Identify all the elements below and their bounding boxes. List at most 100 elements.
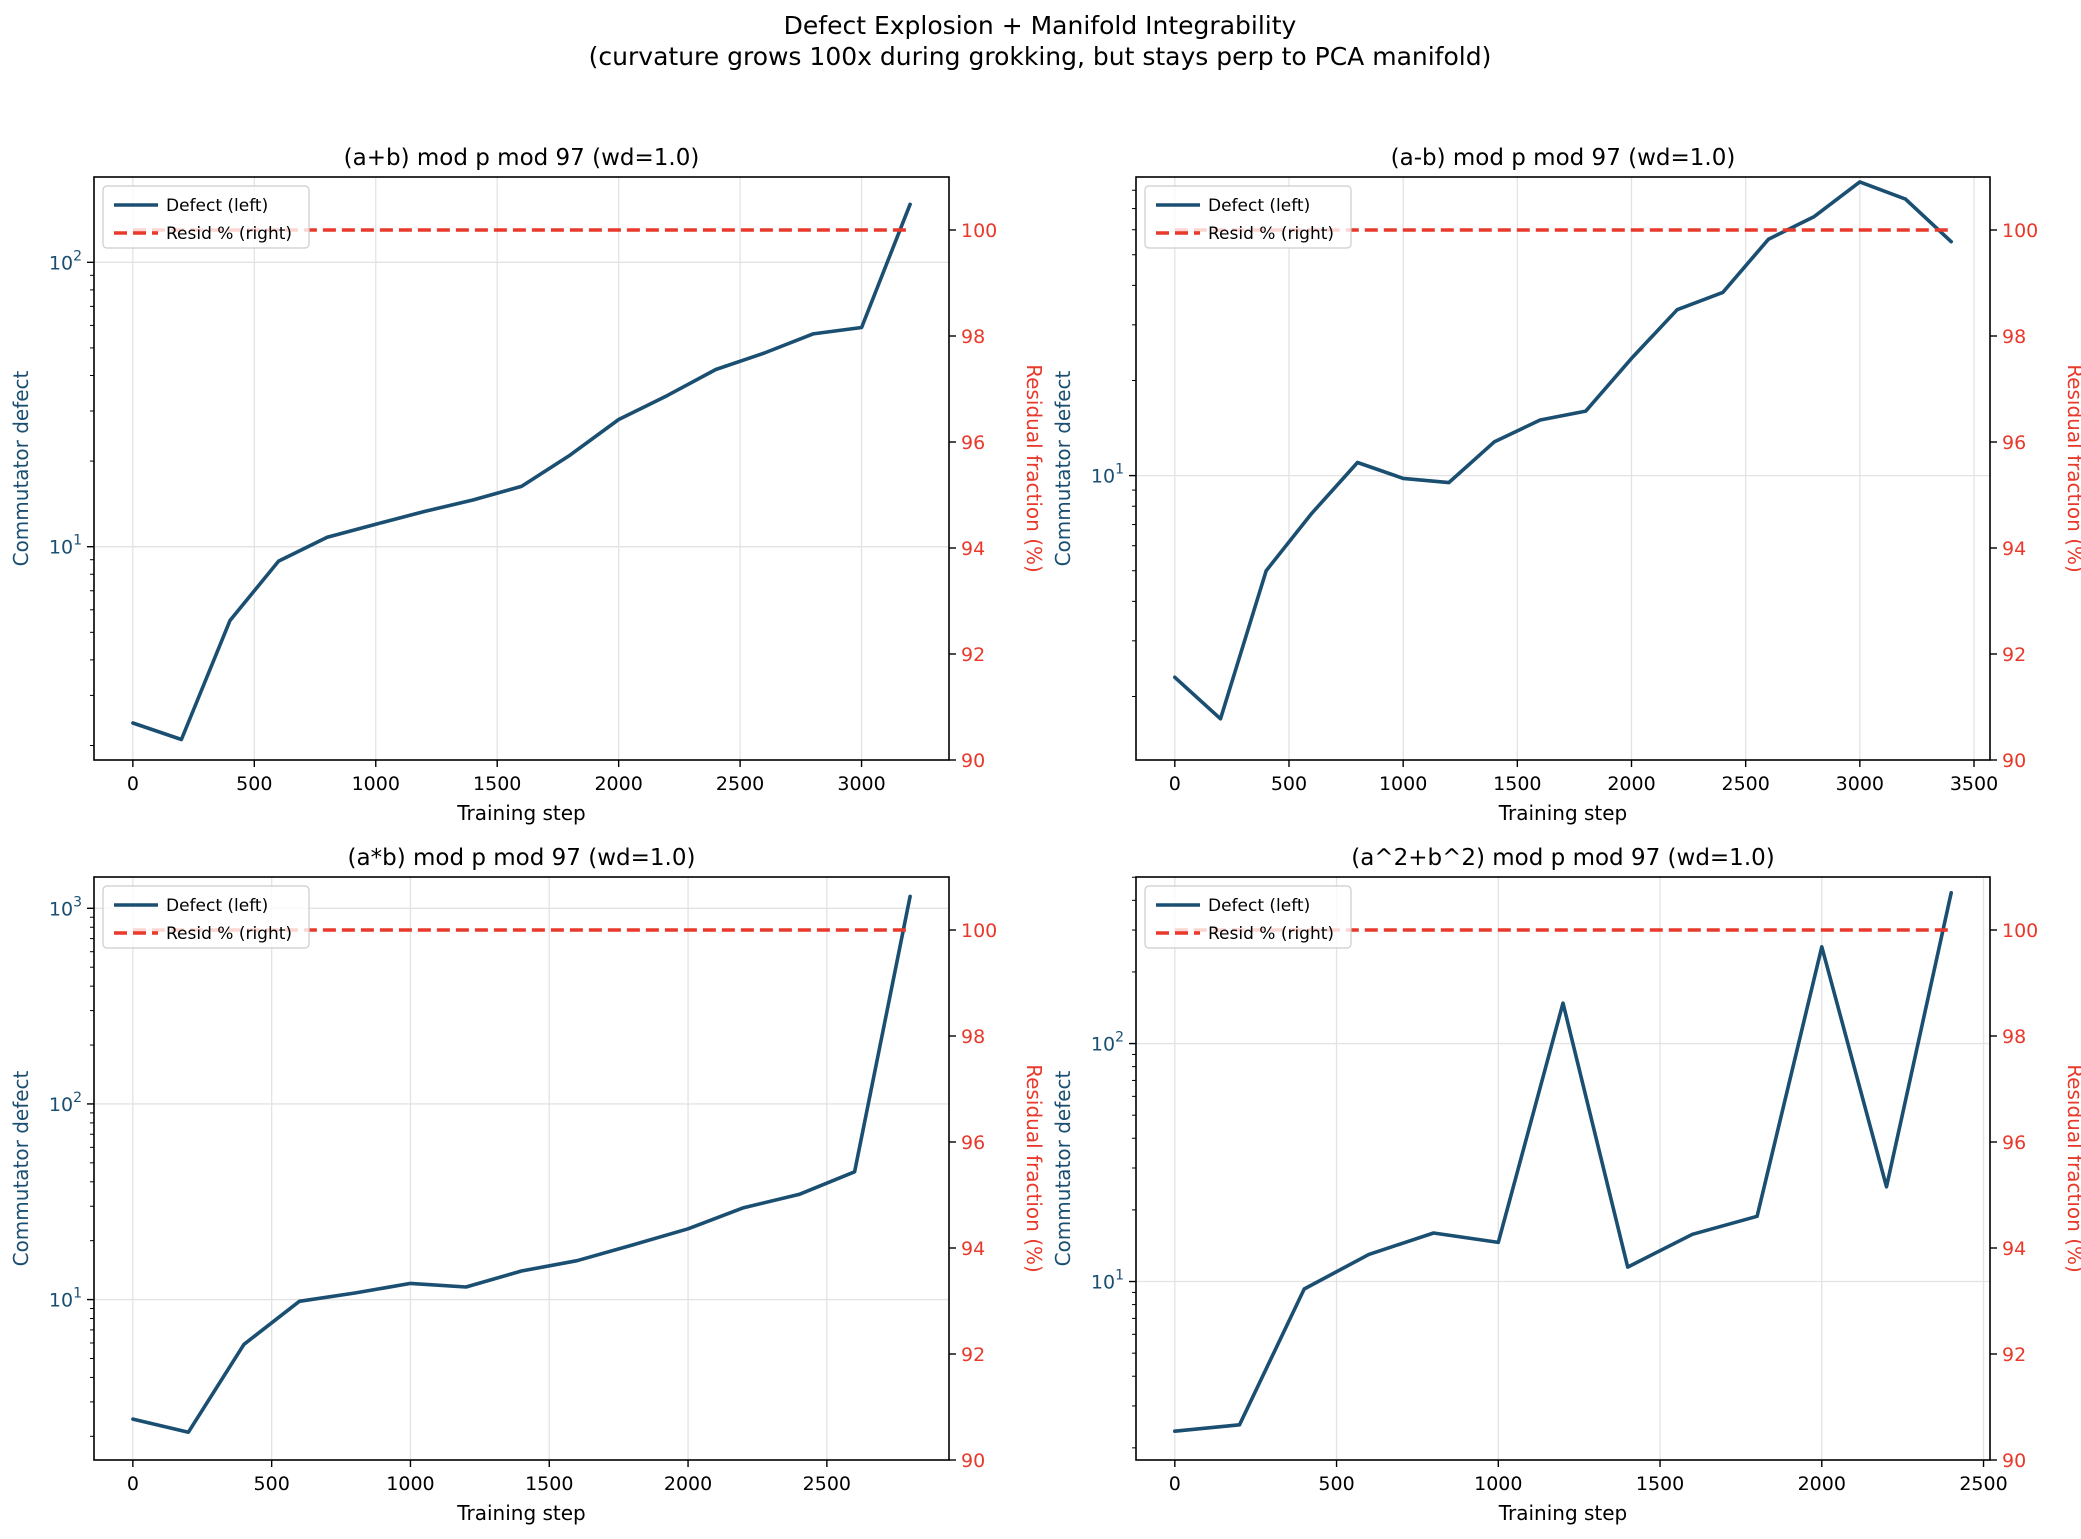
y-right-tick-label: 96 [961, 1132, 985, 1154]
x-axis-label: Training step [456, 1501, 586, 1525]
y-left-tick-label: 101 [49, 1286, 82, 1312]
y-left-tick-exponent: 3 [73, 894, 82, 910]
legend: Defect (left) Resid % (right) [1144, 185, 1352, 249]
x-tick-label: 2000 [1798, 1473, 1846, 1495]
y-right-tick-label: 98 [2002, 1026, 2026, 1048]
x-tick-label: 3500 [1950, 773, 1998, 795]
y-right-axis-label: Residual fraction (%) [1022, 364, 1046, 573]
x-tick-label: 2000 [664, 1473, 712, 1495]
x-tick-label: 500 [1271, 773, 1307, 795]
x-tick-label: 3000 [837, 773, 885, 795]
y-left-tick-base: 10 [49, 537, 73, 559]
x-tick-label: 2500 [1721, 773, 1769, 795]
y-left-tick-label: 103 [49, 894, 82, 920]
legend: Defect (left) Resid % (right) [102, 185, 310, 249]
y-right-tick-label: 94 [961, 1238, 985, 1260]
legend-defect-label: Defect (left) [1208, 196, 1310, 216]
y-right-tick-label: 92 [2002, 1344, 2026, 1366]
y-left-axis-label: Commutator defect [1051, 1070, 1075, 1266]
y-left-axis-label: Commutator defect [9, 370, 33, 566]
y-left-tick-exponent: 2 [1115, 1030, 1124, 1046]
x-axis-label: Training step [1498, 801, 1628, 825]
legend-resid-label: Resid % (right) [1208, 924, 1334, 944]
x-tick-label: 1000 [386, 1473, 434, 1495]
y-left-tick-label: 101 [1091, 462, 1124, 488]
y-left-tick-base: 10 [49, 252, 73, 274]
y-left-tick-base: 10 [1091, 1034, 1115, 1056]
y-right-tick-label: 100 [2002, 220, 2038, 242]
y-right-tick-label: 100 [2002, 920, 2038, 942]
y-right-axis-label: Residual fraction (%) [2063, 1064, 2081, 1273]
x-tick-label: 0 [127, 1473, 139, 1495]
chart-panel-1: 0 500 1000 1500 2000 2500 30001011029092949698… [9, 145, 1046, 825]
y-right-tick-label: 96 [961, 432, 985, 454]
plot-frame [93, 876, 950, 1461]
legend: Defect (left) Resid % (right) [102, 885, 310, 949]
legend-resid-label: Resid % (right) [166, 224, 292, 244]
y-left-axis-label: Commutator defect [9, 1070, 33, 1266]
x-tick-label: 2500 [803, 1473, 851, 1495]
chart-title: (a^2+b^2) mod p mod 97 (wd=1.0) [1351, 845, 1775, 871]
y-left-tick-label: 102 [49, 248, 82, 274]
legend-defect-label: Defect (left) [1208, 896, 1310, 916]
x-axis-label: Training step [456, 801, 586, 825]
y-right-tick-label: 90 [2002, 750, 2026, 772]
y-right-tick-label: 90 [961, 750, 985, 772]
figure-title-line1: Defect Explosion + Manifold Integrabilit… [784, 11, 1297, 40]
chart-panel-3: 0 500 1000 1500 2000 250010110210390929496981… [9, 845, 1046, 1525]
y-right-axis-label: Residual fraction (%) [2063, 364, 2081, 573]
y-right-tick-label: 94 [2002, 1238, 2026, 1260]
y-right-tick-label: 92 [2002, 644, 2026, 666]
y-right-tick-label: 100 [961, 220, 997, 242]
x-tick-label: 3000 [1836, 773, 1884, 795]
x-tick-label: 1000 [352, 773, 400, 795]
y-left-tick-base: 10 [49, 1094, 73, 1116]
x-tick-label: 2000 [594, 773, 642, 795]
x-tick-label: 2500 [1959, 1473, 2007, 1495]
plot-frame [1135, 876, 1991, 1461]
y-right-tick-label: 100 [961, 920, 997, 942]
y-left-tick-base: 10 [1091, 466, 1115, 488]
defect-series-line [131, 894, 912, 1434]
x-tick-label: 500 [254, 1473, 290, 1495]
y-left-tick-exponent: 1 [73, 533, 82, 549]
x-axis-label: Training step [1498, 1501, 1628, 1525]
y-right-tick-label: 98 [961, 1026, 985, 1048]
legend-resid-label: Resid % (right) [1208, 224, 1334, 244]
x-tick-label: 1500 [1493, 773, 1541, 795]
y-left-tick-exponent: 1 [1115, 1268, 1124, 1284]
chart-title: (a-b) mod p mod 97 (wd=1.0) [1391, 145, 1736, 171]
y-left-tick-label: 102 [49, 1090, 82, 1116]
y-left-axis-label: Commutator defect [1051, 370, 1075, 566]
legend-defect-label: Defect (left) [166, 896, 268, 916]
y-left-tick-exponent: 2 [73, 248, 82, 264]
y-right-tick-label: 96 [2002, 1132, 2026, 1154]
y-left-tick-label: 101 [1091, 1268, 1124, 1294]
y-right-tick-label: 92 [961, 644, 985, 666]
defect-series-line [1173, 180, 1953, 721]
chart-title: (a*b) mod p mod 97 (wd=1.0) [348, 845, 696, 871]
y-right-axis-label: Residual fraction (%) [1022, 1064, 1046, 1273]
x-tick-label: 0 [1169, 1473, 1181, 1495]
plot-frame [93, 176, 950, 761]
defect-series-line [1173, 890, 1953, 1433]
legend: Defect (left) Resid % (right) [1144, 885, 1352, 949]
y-right-tick-label: 94 [961, 538, 985, 560]
x-tick-label: 500 [236, 773, 272, 795]
y-left-tick-exponent: 2 [73, 1090, 82, 1106]
legend-resid-label: Resid % (right) [166, 924, 292, 944]
y-left-tick-base: 10 [49, 898, 73, 920]
y-right-tick-label: 98 [2002, 326, 2026, 348]
chart-panel-2: 0 500 1000 1500 2000 2500 3000 3500 101 90 92 94 96 9… [1051, 145, 2081, 825]
y-right-tick-label: 90 [2002, 1450, 2026, 1472]
x-tick-label: 1000 [1379, 773, 1427, 795]
y-right-tick-label: 90 [961, 1450, 985, 1472]
x-tick-label: 1500 [473, 773, 521, 795]
defect-series-line [131, 202, 912, 742]
plot-frame [1135, 176, 1991, 761]
figure-title-line2: (curvature grows 100x during grokking, b… [589, 42, 1492, 71]
y-right-tick-label: 92 [961, 1344, 985, 1366]
x-tick-label: 1000 [1474, 1473, 1522, 1495]
y-left-tick-exponent: 1 [1115, 462, 1124, 478]
